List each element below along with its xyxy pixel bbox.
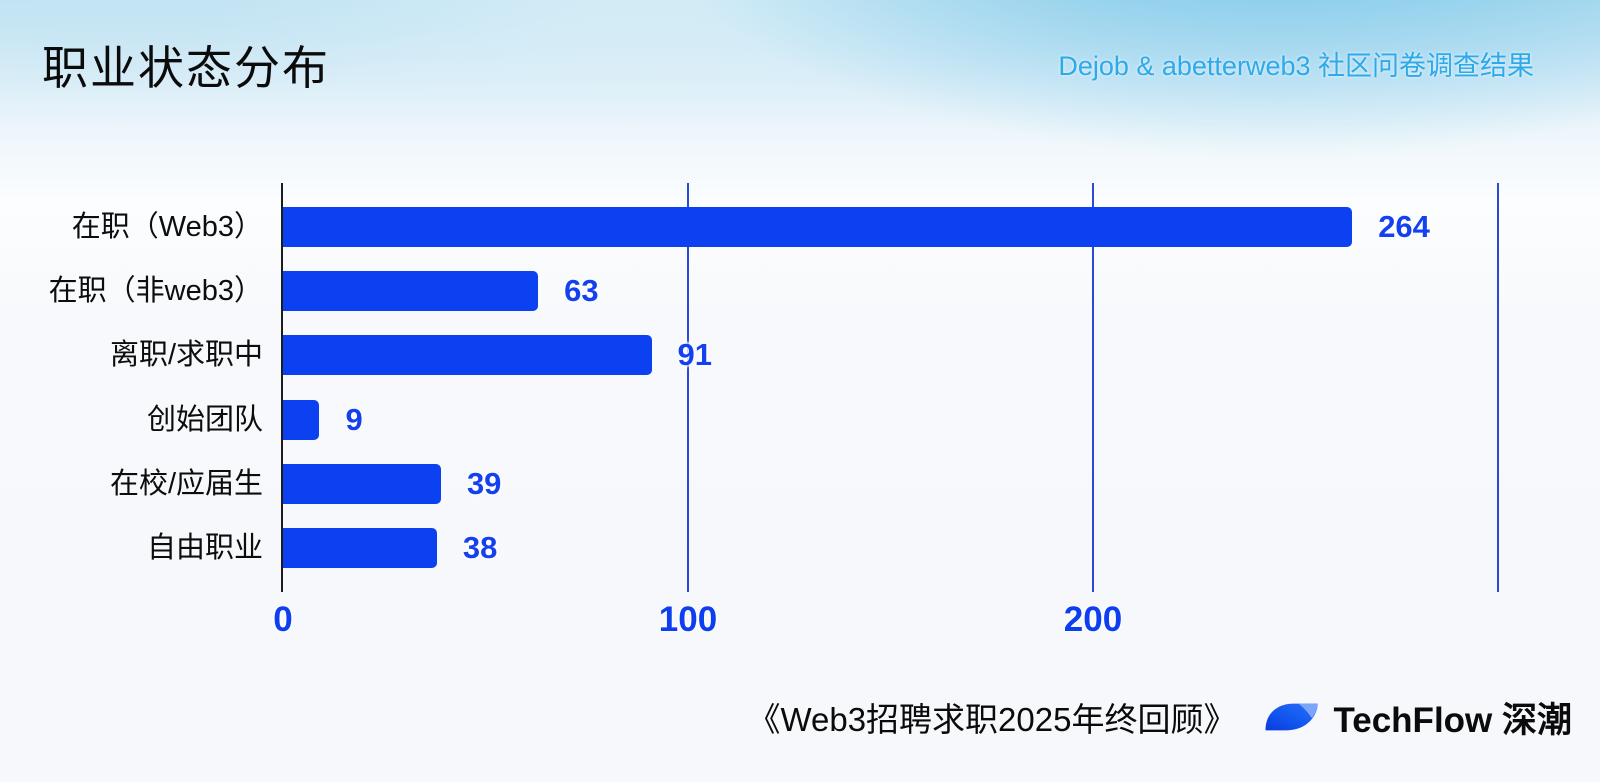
bar	[283, 399, 320, 440]
bar-row: 91	[283, 335, 1498, 376]
bar-value-label: 39	[466, 465, 502, 501]
category-label: 在校/应届生	[109, 467, 263, 500]
bar-row: 9	[283, 399, 1498, 440]
bar-value-label: 63	[564, 273, 599, 309]
bar-value-label: 9	[345, 401, 363, 437]
techflow-brand: TechFlow 深潮	[1262, 692, 1572, 743]
category-label: 创始团队	[146, 403, 263, 436]
bar-row: 264	[283, 207, 1498, 248]
category-label: 在职（非web3）	[48, 275, 263, 308]
category-labels: 在职（Web3） 在职（非web3） 离职/求职中创始团队在校/应届生自由职业	[0, 183, 263, 592]
bar	[283, 463, 441, 504]
x-tick-label: 0	[273, 600, 293, 639]
bar-value-label: 91	[677, 337, 713, 373]
gridline	[1092, 183, 1094, 592]
brand-name: TechFlow 深潮	[1333, 700, 1572, 740]
bar	[283, 335, 652, 376]
techflow-leaf-logo	[1265, 703, 1319, 731]
page-title: 职业状态分布	[42, 42, 330, 94]
category-label: 自由职业	[146, 531, 263, 564]
x-axis-ticks: 0 100 200	[273, 600, 1498, 644]
survey-source-label: Dejob & abetterweb3 社区问卷调查结果	[1058, 51, 1534, 81]
career-status-bar-chart: 在职（Web3） 在职（非web3） 离职/求职中创始团队在校/应届生自由职业 26…	[0, 183, 1499, 639]
report-title: 《Web3招聘求职2025年终回顾》	[747, 701, 1237, 738]
plot-area: 264 63 91 9 39 38 0 100 200	[273, 183, 1499, 639]
x-tick-label: 200	[1063, 600, 1123, 639]
bar-row: 38	[283, 527, 1498, 568]
bar-row: 39	[283, 463, 1498, 504]
x-tick-label: 100	[658, 600, 718, 639]
gridline	[687, 183, 689, 592]
bar	[283, 271, 539, 312]
bar-value-label: 38	[462, 529, 498, 565]
bar-value-label: 264	[1378, 209, 1430, 245]
gridline	[1497, 183, 1499, 592]
footer: 《Web3招聘求职2025年终回顾》 TechFlow 深潮	[747, 694, 1572, 740]
bar	[283, 527, 437, 568]
category-label: 离职/求职中	[109, 339, 263, 372]
bar-rows: 264 63 91 9 39 38	[283, 183, 1498, 592]
y-axis-line	[281, 183, 283, 592]
bar-row: 63	[283, 271, 1498, 312]
category-label: 在职（Web3）	[71, 211, 263, 244]
bar	[283, 207, 1353, 248]
